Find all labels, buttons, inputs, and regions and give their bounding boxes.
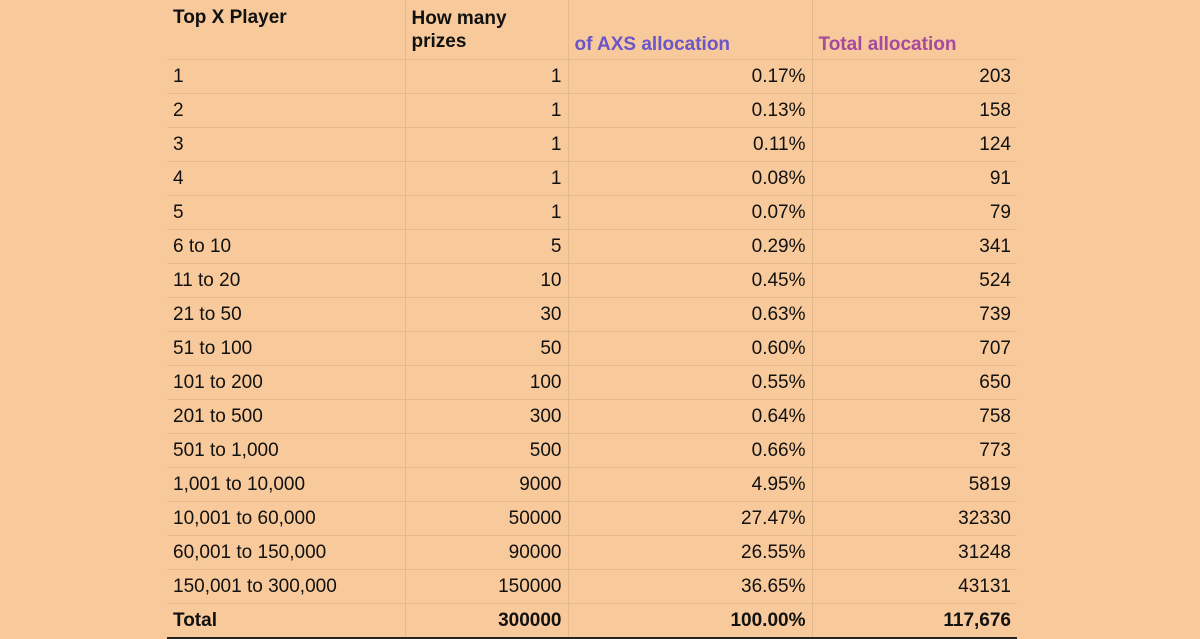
cell-player-range: 1 xyxy=(167,59,405,94)
cell-axs-allocation: 27.47% xyxy=(567,501,812,536)
cell-prize-count: 500 xyxy=(404,433,568,468)
cell-player-range: 101 to 200 xyxy=(167,365,405,400)
cell-prize-count: 100 xyxy=(404,365,568,400)
cell-prize-count: 1 xyxy=(404,93,568,128)
cell-total-allocation: 739 xyxy=(811,297,1017,332)
cell-axs-allocation: 0.45% xyxy=(567,263,812,298)
cell-axs-allocation: 0.60% xyxy=(567,331,812,366)
cell-player-range: 201 to 500 xyxy=(167,399,405,434)
header-how-many-prizes: How many prizes xyxy=(404,0,568,60)
table-row: 10,001 to 60,000 50000 27.47% 32330 xyxy=(167,501,1017,536)
cell-axs-allocation: 0.17% xyxy=(567,59,812,94)
table-row: 1 1 0.17% 203 xyxy=(167,59,1017,94)
cell-total-allocation: 124 xyxy=(811,127,1017,162)
cell-axs-allocation: 0.29% xyxy=(567,229,812,264)
cell-axs-allocation: 0.64% xyxy=(567,399,812,434)
cell-total-allocation: 32330 xyxy=(811,501,1017,536)
cell-axs-allocation: 36.65% xyxy=(567,569,812,604)
cell-axs-allocation: 0.07% xyxy=(567,195,812,230)
cell-total-allocation: 79 xyxy=(811,195,1017,230)
header-axs-allocation: of AXS allocation xyxy=(567,0,812,60)
cell-player-range: 11 to 20 xyxy=(167,263,405,298)
cell-prize-count: 90000 xyxy=(404,535,568,570)
totals-row: Total 300000 100.00% 117,676 xyxy=(167,603,1017,639)
cell-prize-count: 1 xyxy=(404,195,568,230)
table-row: 21 to 50 30 0.63% 739 xyxy=(167,297,1017,332)
allocation-table-container: Top X Player How many prizes of AXS allo… xyxy=(167,0,1017,639)
cell-total-allocation: 43131 xyxy=(811,569,1017,604)
cell-prize-count: 300 xyxy=(404,399,568,434)
cell-player-range: 10,001 to 60,000 xyxy=(167,501,405,536)
prize-allocation-table: Top X Player How many prizes of AXS allo… xyxy=(167,0,1017,639)
cell-axs-allocation: 0.13% xyxy=(567,93,812,128)
cell-prize-count: 9000 xyxy=(404,467,568,502)
cell-total-allocation: 707 xyxy=(811,331,1017,366)
cell-axs-allocation: 0.55% xyxy=(567,365,812,400)
cell-prize-count: 10 xyxy=(404,263,568,298)
cell-axs-allocation: 0.63% xyxy=(567,297,812,332)
table-row: 51 to 100 50 0.60% 707 xyxy=(167,331,1017,366)
cell-player-range: 5 xyxy=(167,195,405,230)
header-top-x-player: Top X Player xyxy=(173,7,287,28)
table-row: 5 1 0.07% 79 xyxy=(167,195,1017,230)
header-total-allocation: Total allocation xyxy=(811,0,1017,60)
table-row: 150,001 to 300,000 150000 36.65% 43131 xyxy=(167,569,1017,604)
cell-total-allocation: 91 xyxy=(811,161,1017,196)
cell-total-allocation: 203 xyxy=(811,59,1017,94)
cell-total-allocation: 524 xyxy=(811,263,1017,298)
cell-player-range: 501 to 1,000 xyxy=(167,433,405,468)
cell-prize-count: 5 xyxy=(404,229,568,264)
cell-axs-allocation: 26.55% xyxy=(567,535,812,570)
totals-label: Total xyxy=(167,603,405,639)
cell-total-allocation: 341 xyxy=(811,229,1017,264)
cell-prize-count: 30 xyxy=(404,297,568,332)
cell-total-allocation: 5819 xyxy=(811,467,1017,502)
cell-player-range: 21 to 50 xyxy=(167,297,405,332)
cell-prize-count: 150000 xyxy=(404,569,568,604)
table-row: 1,001 to 10,000 9000 4.95% 5819 xyxy=(167,467,1017,502)
table-row: 201 to 500 300 0.64% 758 xyxy=(167,399,1017,434)
table-row: 3 1 0.11% 124 xyxy=(167,127,1017,162)
table-row: 4 1 0.08% 91 xyxy=(167,161,1017,196)
cell-axs-allocation: 0.66% xyxy=(567,433,812,468)
cell-axs-allocation: 0.08% xyxy=(567,161,812,196)
totals-total-allocation: 117,676 xyxy=(811,603,1017,639)
cell-prize-count: 50000 xyxy=(404,501,568,536)
table-row: 2 1 0.13% 158 xyxy=(167,93,1017,128)
totals-prizes: 300000 xyxy=(404,603,568,639)
cell-axs-allocation: 0.11% xyxy=(567,127,812,162)
cell-total-allocation: 758 xyxy=(811,399,1017,434)
cell-player-range: 1,001 to 10,000 xyxy=(167,467,405,502)
cell-prize-count: 50 xyxy=(404,331,568,366)
cell-total-allocation: 31248 xyxy=(811,535,1017,570)
table-body: 1 1 0.17% 203 2 1 0.13% 158 3 1 0.11% 124 4 1 0.08% 91 5… xyxy=(167,59,1017,639)
cell-player-range: 60,001 to 150,000 xyxy=(167,535,405,570)
cell-player-range: 3 xyxy=(167,127,405,162)
table-row: 11 to 20 10 0.45% 524 xyxy=(167,263,1017,298)
header-prizes-line2: prizes xyxy=(411,30,467,52)
cell-player-range: 6 to 10 xyxy=(167,229,405,264)
cell-player-range: 2 xyxy=(167,93,405,128)
table-row: 60,001 to 150,000 90000 26.55% 31248 xyxy=(167,535,1017,570)
header-row: Top X Player How many prizes of AXS allo… xyxy=(167,0,1017,60)
cell-player-range: 150,001 to 300,000 xyxy=(167,569,405,604)
cell-prize-count: 1 xyxy=(404,161,568,196)
cell-prize-count: 1 xyxy=(404,59,568,94)
cell-total-allocation: 773 xyxy=(811,433,1017,468)
cell-total-allocation: 650 xyxy=(811,365,1017,400)
cell-total-allocation: 158 xyxy=(811,93,1017,128)
table-row: 6 to 10 5 0.29% 341 xyxy=(167,229,1017,264)
cell-axs-allocation: 4.95% xyxy=(567,467,812,502)
table-row: 501 to 1,000 500 0.66% 773 xyxy=(167,433,1017,468)
cell-player-range: 4 xyxy=(167,161,405,196)
totals-axs-allocation: 100.00% xyxy=(567,603,812,639)
cell-prize-count: 1 xyxy=(404,127,568,162)
cell-player-range: 51 to 100 xyxy=(167,331,405,366)
table-row: 101 to 200 100 0.55% 650 xyxy=(167,365,1017,400)
header-prizes-line1: How many xyxy=(411,7,507,29)
